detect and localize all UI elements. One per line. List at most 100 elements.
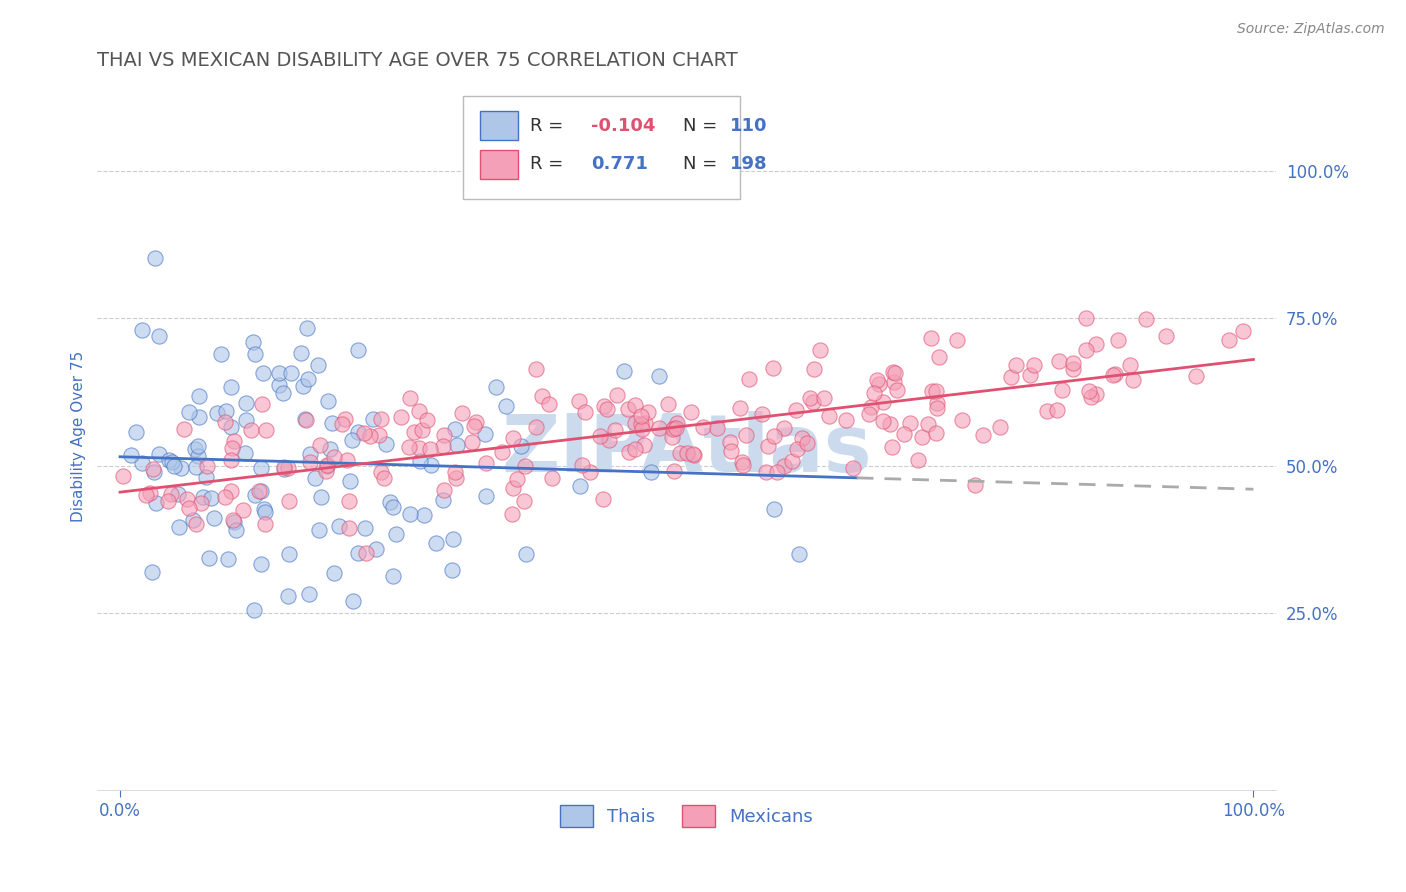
Point: [370, 465, 392, 479]
Point: [589, 429, 612, 443]
Point: [1005, 358, 1028, 372]
Point: [222, 512, 245, 526]
Point: [537, 397, 560, 411]
Point: [465, 415, 488, 429]
Point: [315, 464, 337, 478]
Point: [662, 464, 685, 478]
Point: [425, 535, 447, 549]
Point: [157, 493, 180, 508]
Point: [184, 516, 207, 531]
Point: [952, 413, 974, 427]
Point: [321, 416, 343, 430]
Point: [541, 471, 564, 485]
Point: [1102, 368, 1125, 382]
FancyBboxPatch shape: [463, 96, 740, 199]
Point: [235, 396, 257, 410]
Point: [273, 460, 295, 475]
Point: [624, 399, 647, 413]
Point: [605, 423, 627, 437]
Point: [361, 412, 384, 426]
Point: [233, 446, 256, 460]
Point: [598, 434, 620, 448]
Point: [648, 369, 671, 384]
Point: [209, 347, 232, 361]
Point: [898, 416, 921, 430]
Point: [801, 395, 824, 409]
Point: [202, 510, 225, 524]
Point: [250, 558, 273, 572]
Text: R =: R =: [530, 155, 569, 173]
Point: [200, 491, 222, 506]
Point: [911, 430, 934, 444]
Point: [322, 566, 344, 581]
Point: [131, 323, 153, 337]
Point: [579, 465, 602, 479]
Point: [145, 496, 167, 510]
Point: [450, 406, 472, 420]
Point: [339, 474, 361, 488]
Point: [139, 486, 162, 500]
Point: [682, 447, 704, 461]
Point: [860, 401, 883, 415]
Point: [332, 417, 354, 431]
Point: [665, 416, 688, 430]
Point: [1074, 310, 1097, 325]
Point: [219, 453, 242, 467]
Point: [792, 431, 814, 445]
Point: [513, 458, 536, 473]
Point: [408, 404, 430, 418]
Point: [751, 407, 773, 421]
Point: [280, 366, 302, 380]
Point: [917, 417, 939, 431]
Point: [433, 428, 456, 442]
Point: [318, 393, 340, 408]
Point: [249, 484, 271, 499]
Point: [1084, 337, 1107, 351]
Point: [1085, 386, 1108, 401]
Point: [398, 440, 420, 454]
Point: [342, 594, 364, 608]
Point: [253, 502, 276, 516]
Point: [225, 523, 247, 537]
Point: [661, 430, 683, 444]
Point: [359, 429, 381, 443]
Point: [190, 496, 212, 510]
Point: [235, 413, 257, 427]
Point: [475, 457, 498, 471]
Point: [142, 462, 165, 476]
Point: [432, 439, 454, 453]
Point: [373, 471, 395, 485]
Point: [183, 442, 205, 457]
Point: [734, 428, 756, 442]
Point: [756, 439, 779, 453]
Point: [367, 427, 389, 442]
Point: [592, 400, 614, 414]
Point: [432, 493, 454, 508]
Point: [893, 426, 915, 441]
Point: [1232, 324, 1254, 338]
Point: [596, 402, 619, 417]
Point: [1019, 368, 1042, 382]
Point: [131, 456, 153, 470]
Point: [337, 521, 360, 535]
Point: [315, 459, 337, 474]
Point: [1107, 334, 1129, 348]
Point: [184, 460, 207, 475]
Point: [120, 448, 142, 462]
Point: [378, 495, 401, 509]
Point: [295, 321, 318, 335]
Point: [441, 533, 464, 547]
Text: 0.771: 0.771: [592, 155, 648, 173]
Point: [413, 508, 436, 522]
Point: [1135, 312, 1157, 326]
Point: [278, 494, 301, 508]
Point: [112, 469, 135, 483]
Point: [297, 372, 319, 386]
Point: [333, 411, 356, 425]
Point: [1154, 329, 1177, 343]
Point: [221, 380, 243, 394]
Point: [495, 399, 517, 413]
Legend: Thais, Mexicans: Thais, Mexicans: [553, 797, 820, 834]
Point: [1052, 383, 1074, 397]
Point: [817, 409, 839, 424]
